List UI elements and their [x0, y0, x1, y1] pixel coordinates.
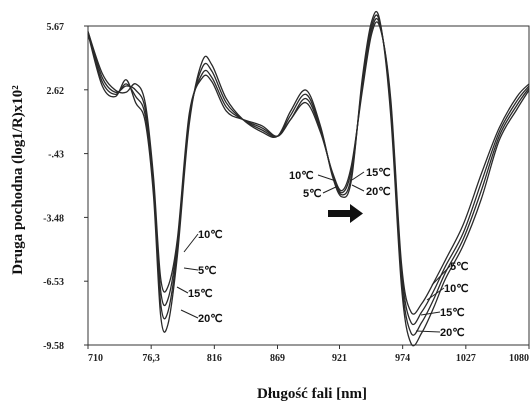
annotation-leader: [317, 174, 337, 182]
x-tick-label: 1080: [509, 353, 529, 364]
arrow-icon: [328, 204, 363, 223]
annotation-group3: 15℃: [440, 307, 465, 319]
annotation-leader: [351, 171, 365, 181]
annotation-group1: 10℃: [198, 229, 223, 241]
temperature-annotations: 10℃ 5℃ 15℃ 20℃ 10℃ 5℃ 15℃ 20℃ 5℃ 10℃ 15℃ 20℃: [176, 167, 469, 339]
y-axis-title: Druga pochodna (log1/R)x10²: [10, 85, 26, 275]
x-tick-label: 710: [88, 353, 103, 364]
plot-area: 710 76,3 816 869 921 974 1027 1080 5.67 2.62 -.43…: [43, 10, 530, 364]
annotation-leader: [426, 287, 445, 301]
annotation-group1: 15℃: [188, 288, 213, 300]
y-tick-label: -6.53: [43, 277, 64, 288]
annotation-group2: 20℃: [366, 186, 391, 198]
y-tick-label: 5.67: [47, 22, 65, 33]
annotation-leader: [183, 233, 199, 253]
x-tick-label: 1027: [456, 353, 476, 364]
x-tick-label: 921: [332, 353, 347, 364]
annotation-group2: 15℃: [366, 167, 391, 179]
annotation-group2: 5℃: [303, 188, 321, 200]
y-tick-label: 2.62: [47, 86, 65, 97]
annotation-leader: [415, 330, 441, 333]
annotation-leader: [180, 309, 199, 319]
annotation-group3: 5℃: [450, 261, 468, 273]
series-lines: [87, 10, 530, 347]
x-tick-label: 76,3: [142, 353, 160, 364]
y-tick-label: -.43: [48, 150, 64, 161]
annotation-leader: [431, 265, 451, 286]
annotation-group2: 10℃: [289, 170, 314, 182]
x-tick-label: 974: [395, 353, 410, 364]
annotation-leader: [322, 185, 339, 194]
annotation-group1: 5℃: [198, 265, 216, 277]
annotation-leader: [420, 311, 441, 316]
x-tick-label: 869: [270, 353, 285, 364]
annotation-leader: [183, 267, 199, 271]
y-tick-label: -9.58: [43, 341, 64, 352]
x-axis: 710 76,3 816 869 921 974 1027 1080: [87, 345, 530, 364]
y-axis: 5.67 2.62 -.43 -3.48 -6.53 -9.58: [43, 22, 88, 352]
series-line-4: [87, 10, 530, 347]
annotation-leader: [351, 184, 365, 192]
annotation-group1: 20℃: [198, 313, 223, 325]
x-axis-title: Długość fali [nm]: [257, 386, 367, 402]
annotation-group3: 20℃: [440, 327, 465, 339]
annotation-group3: 10℃: [444, 283, 469, 295]
annotation-leader: [176, 286, 189, 294]
plot-frame: [87, 25, 530, 346]
y-tick-label: -3.48: [43, 213, 64, 224]
x-tick-label: 816: [207, 353, 222, 364]
